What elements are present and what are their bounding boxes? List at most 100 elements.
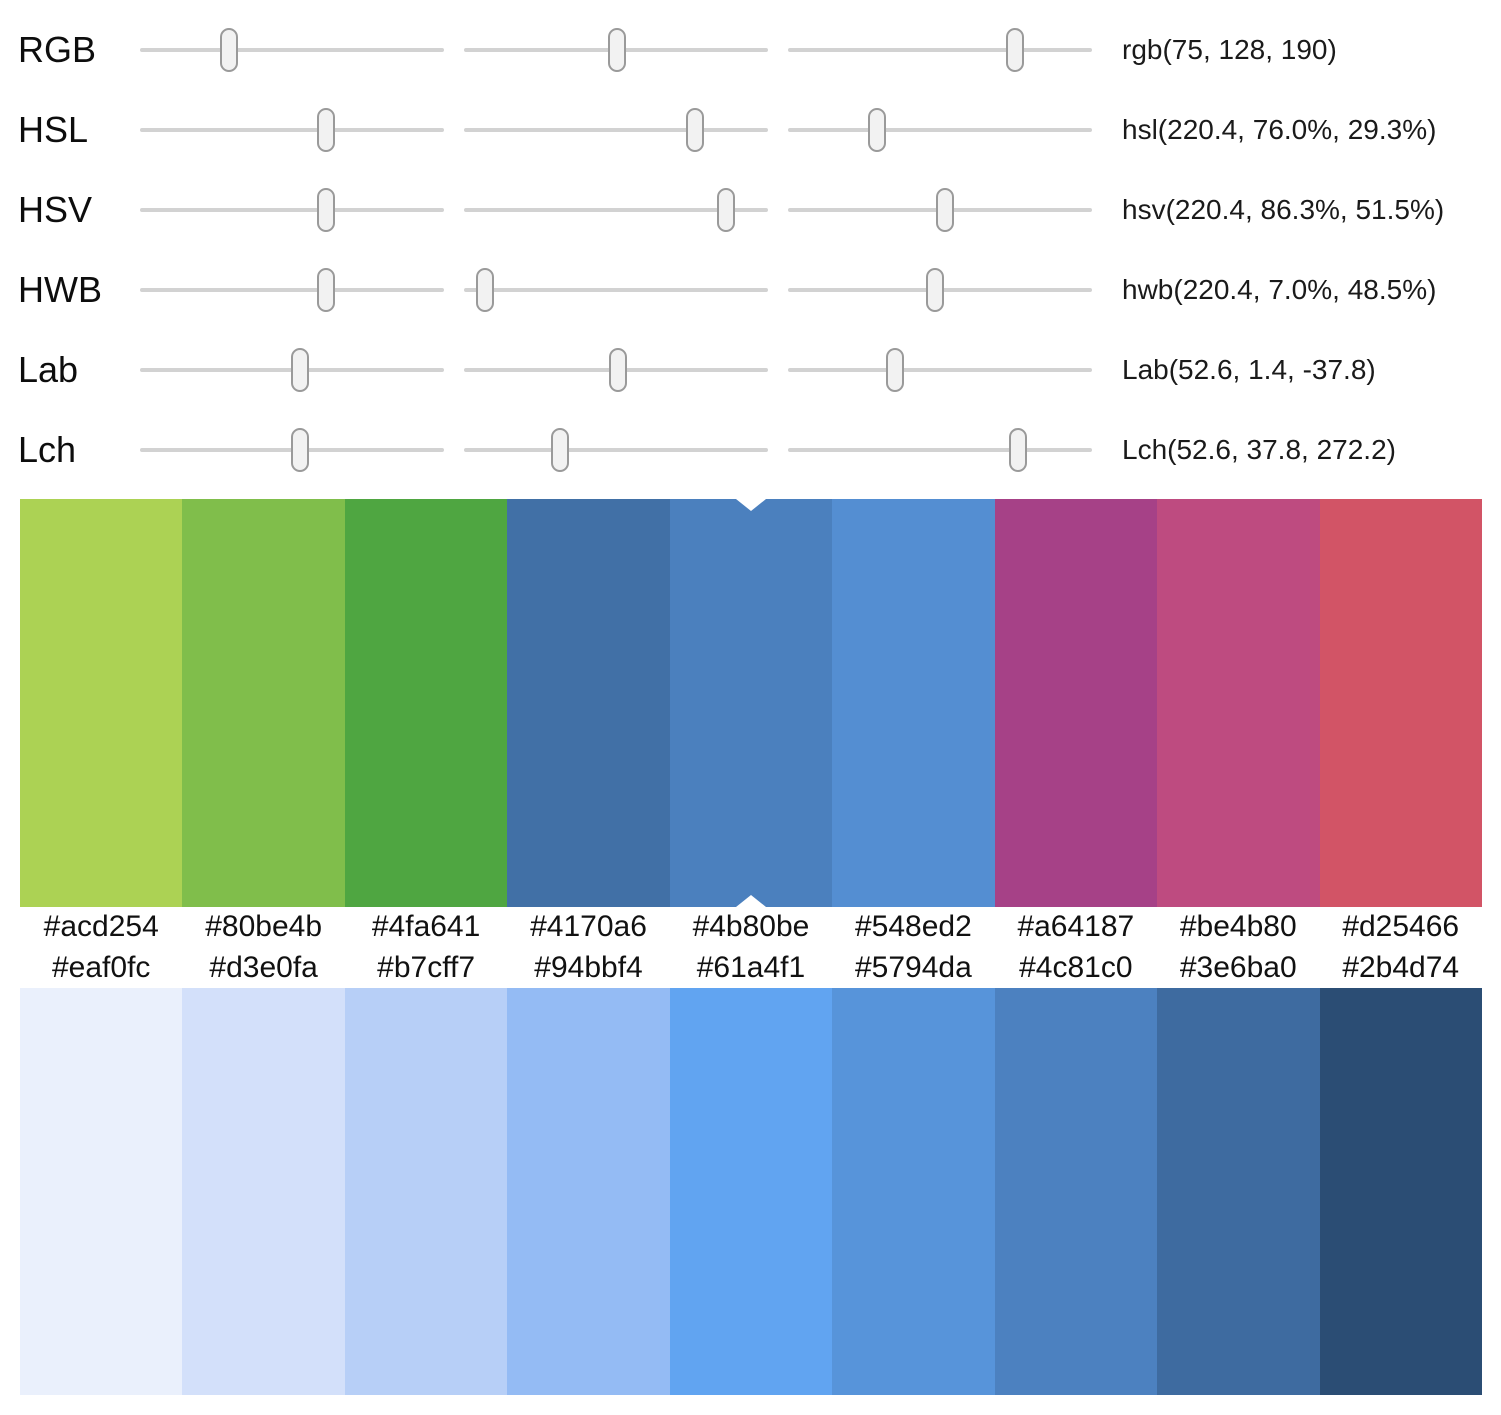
hex-code-label: #be4b80 xyxy=(1179,910,1297,943)
slider-track-group xyxy=(140,268,1092,312)
colorspace-label: HSV xyxy=(18,189,93,230)
swatch[interactable] xyxy=(344,988,508,1395)
lch-h-slider-track[interactable] xyxy=(788,428,1092,472)
colorspace-label: HSL xyxy=(18,109,89,150)
slider-row-lab: Lab Lab(52.6, 1.4, -37.8) xyxy=(0,330,1501,410)
hex-code-label: #eaf0fc xyxy=(52,950,151,984)
lab-a-slider-track[interactable] xyxy=(464,348,768,392)
color-value-readout: hwb(220.4, 7.0%, 48.5%) xyxy=(1122,274,1437,305)
colorspace-label: Lch xyxy=(18,429,77,470)
lab-b-slider-track[interactable] xyxy=(788,348,1092,392)
lch-c-slider-thumb[interactable] xyxy=(550,428,569,472)
hsv-v-slider-track[interactable] xyxy=(788,188,1092,232)
slider-row-rgb: RGB rgb(75, 128, 190) xyxy=(0,10,1501,90)
tint-shade-hex-labels: #eaf0fc #d3e0fa #b7cff7 #94bbf4 #61a4f1 #5794… xyxy=(20,947,1482,988)
hwb-h-slider-track[interactable] xyxy=(140,268,444,312)
hex-code-label: #b7cff7 xyxy=(377,950,476,984)
hex-code-label: #80be4b xyxy=(205,910,323,943)
hex-code-label: #548ed2 xyxy=(855,910,972,943)
rgb-r-slider-thumb[interactable] xyxy=(220,28,239,72)
color-value-readout: hsv(220.4, 86.3%, 51.5%) xyxy=(1122,194,1445,225)
hex-code-label: #4c81c0 xyxy=(1019,950,1133,984)
color-value-readout: Lab(52.6, 1.4, -37.8) xyxy=(1122,354,1376,385)
lch-l-slider-thumb[interactable] xyxy=(290,428,309,472)
swatch[interactable] xyxy=(832,499,995,907)
hwb-w-slider-track[interactable] xyxy=(464,268,768,312)
swatch[interactable] xyxy=(1157,499,1320,907)
slider-track-group xyxy=(140,428,1092,472)
lab-a-slider-thumb[interactable] xyxy=(608,348,627,392)
swatch[interactable] xyxy=(344,499,508,907)
hex-code-label: #4b80be xyxy=(692,910,810,943)
hex-code-label: #4170a6 xyxy=(530,910,647,943)
hsv-s-slider-thumb[interactable] xyxy=(717,188,736,232)
hex-code-label: #94bbf4 xyxy=(534,950,643,984)
hex-code-label: #4fa641 xyxy=(371,910,481,943)
swatch[interactable] xyxy=(994,499,1158,907)
slider-track-group xyxy=(140,188,1092,232)
swatch[interactable] xyxy=(669,988,833,1395)
slider-track-group xyxy=(140,108,1092,152)
hsl-h-slider-track[interactable] xyxy=(140,108,444,152)
slider-row-hwb: HWB hwb(220.4, 7.0%, 48.5%) xyxy=(0,250,1501,330)
hsl-l-slider-track[interactable] xyxy=(788,108,1092,152)
slider-panel: RGB rgb(75, 128, 190) HSL hsl(220.4, 76.0%,… xyxy=(0,0,1501,490)
hsl-l-slider-thumb[interactable] xyxy=(868,108,887,152)
color-scale-hex-labels: #acd254 #80be4b #4fa641 #4170a6 #4b80be #548e… xyxy=(20,907,1482,947)
swatch[interactable] xyxy=(182,988,345,1395)
hex-code-label: #3e6ba0 xyxy=(1179,950,1297,984)
hsv-s-slider-track[interactable] xyxy=(464,188,768,232)
color-value-readout: rgb(75, 128, 190) xyxy=(1122,34,1337,65)
swatch[interactable] xyxy=(1157,988,1320,1395)
swatch[interactable] xyxy=(182,499,345,907)
lab-l-slider-thumb[interactable] xyxy=(290,348,309,392)
rgb-g-slider-thumb[interactable] xyxy=(607,28,626,72)
lab-l-slider-track[interactable] xyxy=(140,348,444,392)
rgb-b-slider-track[interactable] xyxy=(788,28,1092,72)
hsl-s-slider-track[interactable] xyxy=(464,108,768,152)
slider-row-hsv: HSV hsv(220.4, 86.3%, 51.5%) xyxy=(0,170,1501,250)
colorspace-label: HWB xyxy=(18,269,102,310)
swatch[interactable] xyxy=(1319,988,1482,1395)
hwb-h-slider-thumb[interactable] xyxy=(317,268,336,312)
swatch[interactable] xyxy=(994,988,1158,1395)
hex-code-label: #2b4d74 xyxy=(1342,950,1460,984)
hsv-v-slider-thumb[interactable] xyxy=(935,188,954,232)
hsv-h-slider-thumb[interactable] xyxy=(317,188,336,232)
color-value-readout: Lch(52.6, 37.8, 272.2) xyxy=(1122,434,1396,465)
color-scale-palette xyxy=(20,499,1482,907)
colorspace-label: Lab xyxy=(18,349,79,390)
swatch[interactable] xyxy=(832,988,995,1395)
color-value-readout: hsl(220.4, 76.0%, 29.3%) xyxy=(1122,114,1437,145)
hwb-b-slider-track[interactable] xyxy=(788,268,1092,312)
tint-shade-palette xyxy=(20,988,1482,1395)
swatch[interactable] xyxy=(507,499,670,907)
swatch[interactable] xyxy=(20,499,183,907)
hex-code-label: #5794da xyxy=(855,950,972,984)
hwb-b-slider-thumb[interactable] xyxy=(926,268,945,312)
hsl-s-slider-thumb[interactable] xyxy=(686,108,705,152)
hsl-h-slider-thumb[interactable] xyxy=(317,108,336,152)
lch-l-slider-track[interactable] xyxy=(140,428,444,472)
swatch[interactable] xyxy=(507,988,670,1395)
slider-row-hsl: HSL hsl(220.4, 76.0%, 29.3%) xyxy=(0,90,1501,170)
hsv-h-slider-track[interactable] xyxy=(140,188,444,232)
swatch[interactable] xyxy=(1319,499,1482,907)
selected-color-marker-top xyxy=(735,499,766,511)
lch-h-slider-thumb[interactable] xyxy=(1008,428,1027,472)
hwb-w-slider-thumb[interactable] xyxy=(476,268,495,312)
hex-code-label: #61a4f1 xyxy=(696,950,806,984)
swatch[interactable] xyxy=(669,499,833,907)
hex-code-label: #d3e0fa xyxy=(209,950,318,984)
lch-c-slider-track[interactable] xyxy=(464,428,768,472)
slider-track-group xyxy=(140,348,1092,392)
rgb-g-slider-track[interactable] xyxy=(464,28,768,72)
lab-b-slider-thumb[interactable] xyxy=(886,348,905,392)
hex-code-label: #a64187 xyxy=(1017,910,1135,943)
swatch[interactable] xyxy=(20,988,183,1395)
rgb-b-slider-thumb[interactable] xyxy=(1005,28,1024,72)
hex-code-label: #d25466 xyxy=(1342,910,1460,943)
selected-color-marker-bottom xyxy=(735,895,766,907)
rgb-r-slider-track[interactable] xyxy=(140,28,444,72)
